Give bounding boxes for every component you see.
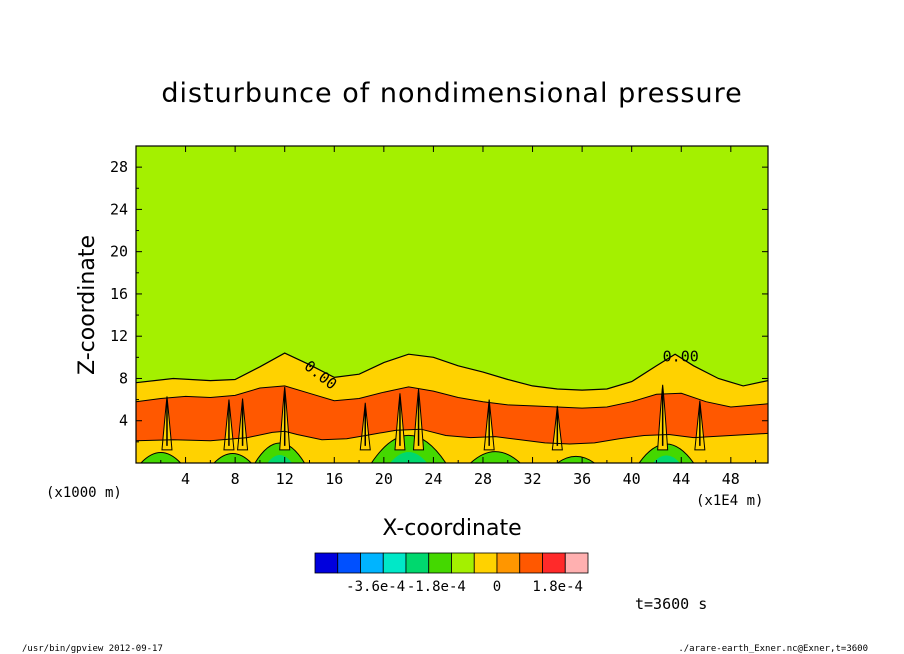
- negative-core-3: [267, 455, 293, 463]
- y-tick-label: 20: [110, 243, 128, 261]
- x-tick-label: 12: [276, 470, 294, 488]
- x-axis-label: X-coordinate: [382, 516, 521, 541]
- y-tick-label: 16: [110, 285, 128, 303]
- y-tick-label: 24: [110, 200, 128, 218]
- colorbar-swatch-11: [542, 552, 566, 574]
- colorbar-swatch-12: [564, 552, 589, 574]
- x-unit-label: (x1000 m): [46, 485, 122, 501]
- x-tick-label: 36: [573, 470, 591, 488]
- colorbar-label: 1.8e-4: [532, 579, 583, 595]
- zero-contour-line: [136, 352, 768, 391]
- x-tick-label: 8: [231, 470, 240, 488]
- y-tick-label: 4: [119, 412, 128, 430]
- surface-negative-regions: [140, 435, 695, 463]
- negative-core-7: [652, 455, 681, 463]
- y-axis-label: Z-coordinate: [75, 235, 100, 375]
- chart-title: disturbunce of nondimensional pressure: [161, 78, 742, 109]
- contour-label-2: 0.00: [663, 348, 699, 366]
- colorbar-swatch-7: [451, 552, 475, 574]
- colorbar-label: -3.6e-4: [346, 579, 405, 595]
- colorbar: [314, 552, 589, 574]
- colorbar-swatch-4: [382, 552, 407, 574]
- colorbar-swatch-5: [405, 552, 430, 574]
- x-scale-note: (x1E4 m): [696, 493, 763, 509]
- y-tick-label: 8: [119, 369, 128, 387]
- plot-area: [136, 146, 768, 463]
- y-axis-ticks: 4 8 12 16 20 24 28: [110, 158, 768, 443]
- x-tick-label: 24: [424, 470, 442, 488]
- contour-line-orange-top: [136, 385, 768, 409]
- colorbar-swatch-1: [314, 552, 339, 574]
- colorbar-swatch-10: [519, 552, 543, 574]
- negative-region-4: [370, 435, 447, 463]
- x-tick-label: 40: [623, 470, 641, 488]
- contour-line-orange-bottom: [136, 428, 768, 445]
- colorbar-label: -1.8e-4: [407, 579, 466, 595]
- x-tick-label: 20: [375, 470, 393, 488]
- colorbar-swatch-6: [428, 552, 452, 574]
- colorbar-swatch-2: [337, 552, 361, 574]
- footer-left: /usr/bin/gpview 2012-09-17: [22, 644, 163, 654]
- colorbar-tick-labels: -3.6e-4 -1.8e-4 0 1.8e-4: [346, 579, 583, 595]
- footer-right: ./arare-earth_Exner.nc@Exner,t=3600: [678, 644, 868, 654]
- y-tick-label: 12: [110, 327, 128, 345]
- colorbar-swatch-8: [473, 552, 498, 574]
- x-tick-label: 16: [325, 470, 343, 488]
- x-tick-label: 48: [722, 470, 740, 488]
- colorbar-label: 0: [493, 579, 501, 595]
- negative-core-4: [390, 451, 428, 463]
- x-tick-label: 4: [181, 470, 190, 488]
- colorbar-swatch-9: [496, 552, 521, 574]
- y-tick-label: 28: [110, 158, 128, 176]
- x-axis-ticks: 4 8 12 16 20 24 28 32 36 40 44 48: [160, 146, 757, 488]
- x-tick-label: 32: [524, 470, 542, 488]
- x-tick-label: 44: [672, 470, 690, 488]
- colorbar-swatch-3: [360, 552, 384, 574]
- x-tick-label: 28: [474, 470, 492, 488]
- time-label: t=3600 s: [635, 595, 707, 613]
- contour-band-positive-mid: [136, 385, 768, 444]
- plot-frame: [135, 145, 769, 464]
